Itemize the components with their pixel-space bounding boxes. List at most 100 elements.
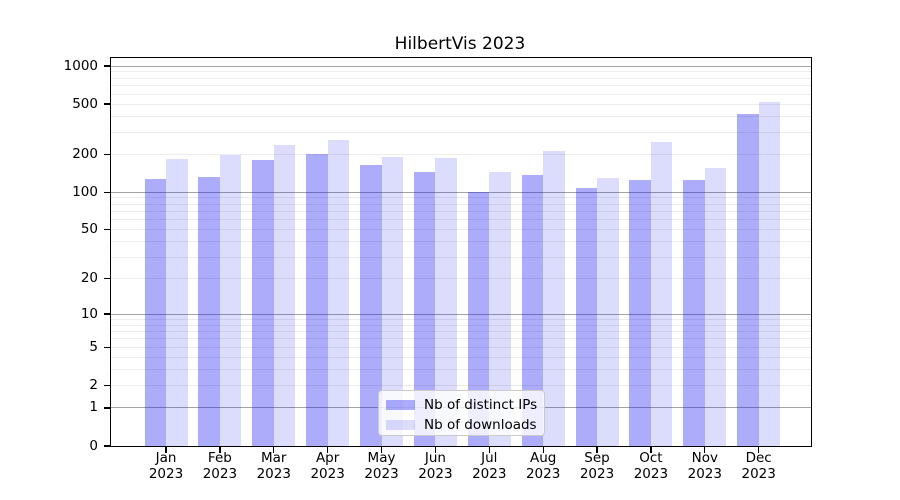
y-axis-tick-label: 50 [80, 221, 98, 238]
grid-line-minor [111, 241, 811, 243]
bar-downloads-oct [650, 141, 673, 446]
y-axis-tick-label: 1 [89, 399, 98, 416]
x-axis-tick-mark [380, 446, 383, 453]
y-axis-tick-mark [104, 229, 111, 231]
x-axis-tick-mark [596, 446, 598, 453]
grid-line-major [111, 191, 811, 193]
bar-distinct-ips-mar [252, 160, 274, 446]
y-axis-tick-label: 1000 [63, 57, 98, 74]
bar-distinct-ips-jun [413, 171, 436, 446]
grid-line-minor [111, 103, 811, 105]
legend-swatch-downloads [386, 419, 415, 431]
grid-line-minor [111, 338, 811, 340]
grid-line-minor [111, 346, 811, 348]
y-axis-tick-mark [104, 445, 111, 447]
bar-downloads-apr [327, 140, 350, 446]
grid-line-minor [111, 331, 811, 333]
legend-label-downloads: Nb of downloads [424, 416, 537, 433]
bar-downloads-aug [543, 150, 565, 446]
x-axis-tick-mark [650, 446, 652, 453]
grid-line-minor [111, 197, 811, 199]
x-axis-tick-label: Jan 2023 [148, 450, 184, 482]
bar-downloads-sep [597, 177, 619, 446]
grid-line-major [111, 65, 811, 67]
grid-line-minor [111, 385, 811, 387]
bar-distinct-ips-jul [467, 192, 490, 446]
grid-line-minor [111, 153, 811, 155]
legend-entry-downloads: Nb of downloads [386, 416, 537, 434]
legend-label-distinct-ips: Nb of distinct IPs [424, 396, 538, 413]
x-axis-tick-label: Aug 2023 [525, 450, 561, 482]
bar-distinct-ips-sep [575, 187, 598, 446]
x-axis-tick-label: Dec 2023 [741, 450, 776, 482]
bar-distinct-ips-apr [306, 153, 328, 446]
chart-title: HilbertVis 2023 [394, 34, 526, 54]
grid-line-minor [111, 219, 811, 221]
grid-line-minor [111, 71, 811, 73]
x-axis-tick-mark [542, 446, 544, 453]
y-axis-tick-label: 2 [89, 377, 98, 394]
bar-distinct-ips-feb [198, 177, 220, 446]
bar-downloads-feb [219, 155, 242, 446]
grid-line-minor [111, 93, 811, 95]
grid-line-minor [111, 356, 811, 358]
x-axis-tick-label: May 2023 [364, 450, 399, 482]
x-axis-tick-label: Jul 2023 [472, 450, 507, 482]
y-axis-tick-mark [104, 346, 111, 349]
bar-distinct-ips-dec [737, 114, 759, 446]
bar-downloads-may [381, 156, 404, 446]
bar-distinct-ips-may [360, 165, 382, 446]
bar-downloads-nov [704, 168, 727, 446]
bar-distinct-ips-jan [144, 179, 166, 446]
y-axis-tick-label: 0 [89, 437, 98, 454]
bar-distinct-ips-aug [521, 174, 544, 446]
x-axis-tick-mark [165, 446, 167, 453]
y-axis-tick-label: 5 [89, 338, 98, 355]
x-axis-tick-mark [704, 446, 706, 453]
x-axis-tick-mark [434, 446, 437, 453]
x-axis-tick-mark [488, 446, 490, 453]
grid-line-minor [111, 115, 811, 117]
bar-downloads-dec [758, 102, 781, 446]
x-axis-tick-mark [758, 446, 760, 453]
legend: Nb of distinct IPs Nb of downloads [378, 390, 545, 436]
y-axis-tick-mark [104, 277, 111, 280]
x-axis-tick-label: Sep 2023 [579, 450, 615, 482]
x-axis-tick-mark [219, 446, 221, 453]
grid-line-minor [111, 131, 811, 133]
x-axis-tick-mark [326, 446, 329, 453]
grid-line-minor [111, 318, 811, 320]
y-axis-tick-mark [104, 313, 111, 315]
y-axis-tick-label: 500 [72, 95, 98, 112]
x-axis-tick-label: Oct 2023 [633, 450, 669, 482]
grid-line-minor [111, 229, 811, 231]
y-axis-tick-mark [104, 191, 111, 193]
grid-line-minor [111, 369, 811, 371]
legend-entry-distinct-ips: Nb of distinct IPs [386, 396, 538, 414]
y-axis-tick-label: 100 [72, 183, 98, 200]
grid-line-minor [111, 211, 811, 213]
grid-line-minor [111, 256, 811, 258]
plot-area: 1000 500 200 100 50 20 10 5 2 1 0 Jan 2023 Feb 2023 M… [64, 57, 812, 481]
x-axis-tick-label: Mar 2023 [256, 450, 291, 482]
grid-line-minor [111, 203, 811, 205]
y-axis-tick-mark [104, 103, 111, 105]
bar-downloads-mar [273, 145, 296, 446]
grid-line-minor [111, 77, 811, 79]
x-axis-tick-label: Nov 2023 [687, 450, 722, 482]
bar-distinct-ips-oct [629, 180, 651, 446]
bar-downloads-jun [435, 157, 457, 446]
x-axis-tick-label: Apr 2023 [310, 450, 345, 482]
grid-line-minor [111, 85, 811, 87]
x-axis-tick-mark [273, 446, 275, 453]
grid-line-minor [111, 278, 811, 280]
y-axis-tick-mark [104, 384, 111, 387]
bar-distinct-ips-nov [683, 180, 705, 446]
grid-line-major [111, 313, 811, 315]
bar-downloads-jul [489, 171, 511, 446]
y-axis-tick-mark [104, 65, 111, 67]
y-axis-tick-label: 10 [80, 305, 98, 322]
bar-downloads-jan [166, 158, 188, 446]
y-axis-tick-mark [104, 153, 111, 155]
